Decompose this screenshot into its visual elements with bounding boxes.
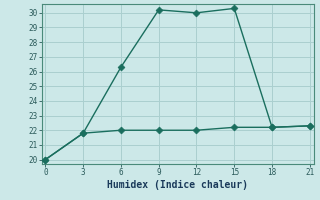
- X-axis label: Humidex (Indice chaleur): Humidex (Indice chaleur): [107, 180, 248, 190]
